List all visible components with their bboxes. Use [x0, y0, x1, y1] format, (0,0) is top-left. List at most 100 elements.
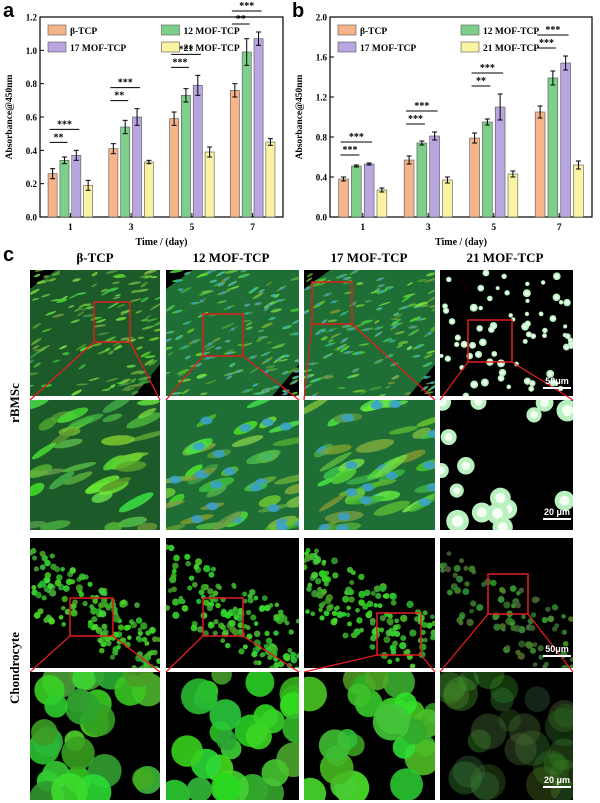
col-title-beta-tcp: β-TCP: [76, 250, 114, 265]
cell-highlight: [505, 291, 509, 295]
bar: [573, 164, 584, 218]
cell-nucleus: [349, 327, 354, 331]
chondrocyte-cell: [446, 551, 452, 556]
micrograph-bmsc-low-col1: [30, 270, 160, 396]
chondrocyte-cell: [467, 729, 491, 753]
chondrocyte-cell: [211, 672, 232, 685]
chondrocyte-cell: [426, 622, 433, 629]
cell-body: [43, 275, 50, 279]
legend-label: 12 MOF-TCP: [483, 27, 539, 37]
chondrocyte-cell: [533, 750, 569, 787]
chondrocyte-cell: [184, 553, 191, 560]
cell-body: [41, 293, 51, 298]
chondrocyte-cell: [137, 637, 143, 643]
chondrocyte-cell: [99, 610, 107, 618]
cell-nucleus: [192, 301, 197, 305]
chondrocyte-cell: [129, 619, 134, 625]
chondrocyte-cell: [459, 558, 465, 564]
cell-body: [245, 326, 253, 330]
cell-body: [32, 322, 42, 329]
chondrocyte-cell: [215, 602, 221, 609]
cell-highlight: [526, 299, 529, 302]
cell-nucleus: [430, 381, 434, 385]
significance-label: ***: [57, 119, 72, 130]
y-tick-label: 0.8: [26, 79, 38, 89]
cell-body: [319, 451, 352, 472]
cell-body: [140, 281, 148, 288]
cell-body: [370, 290, 380, 294]
cell-highlight: [551, 316, 555, 321]
zoom-box: [69, 597, 114, 637]
cell-highlight: [509, 314, 512, 317]
chondrocyte-cell: [453, 565, 461, 572]
cell-body: [126, 412, 160, 429]
chondrocyte-cell: [202, 630, 209, 637]
chondrocyte-cell: [261, 759, 289, 787]
cell-nucleus: [183, 345, 187, 349]
cell-nucleus: [427, 331, 432, 335]
y-tick-label: 0.0: [26, 213, 38, 223]
chondrocyte-cell: [561, 614, 566, 619]
cell-body: [150, 276, 158, 279]
chondrocyte-cell: [379, 585, 387, 592]
chondrocyte-cell: [443, 676, 478, 712]
cell-body: [390, 318, 400, 321]
cell-body: [246, 400, 275, 409]
chondrocyte-cell: [31, 584, 37, 591]
chondrocyte-cell: [196, 598, 202, 605]
cell-body: [374, 454, 408, 479]
chondrocyte-cell: [41, 595, 47, 601]
cell-nucleus: [325, 293, 330, 297]
bar: [192, 85, 203, 218]
chondrocyte-cell: [280, 615, 288, 623]
chondrocyte-cell: [358, 590, 366, 599]
legend-label: 21 MOF-TCP: [184, 44, 240, 54]
cell-body: [49, 471, 75, 490]
cell-nucleus: [228, 372, 232, 376]
legend-label: 17 MOF-TCP: [70, 44, 126, 54]
chondrocyte-cell: [323, 581, 329, 587]
x-tick-label: 1: [360, 223, 365, 233]
cell-body: [166, 305, 175, 312]
chondrocyte-cell: [532, 642, 538, 648]
chondrocyte-cell: [187, 585, 193, 591]
chondrocyte-cell: [490, 579, 497, 587]
cell-body: [240, 342, 253, 347]
chondrocyte-cell: [188, 575, 195, 581]
chondrocyte-cell: [356, 617, 363, 624]
cell-body: [285, 495, 299, 508]
cell-nucleus: [190, 515, 203, 524]
cell-nucleus: [389, 400, 402, 409]
chondrocyte-cell: [105, 605, 111, 611]
chondrocyte-cell: [454, 587, 462, 594]
cell-body: [99, 476, 131, 492]
chondrocyte-cell: [552, 626, 558, 632]
cell-body: [91, 271, 98, 277]
chondrocyte-cell: [385, 629, 393, 637]
cell-highlight: [476, 507, 487, 518]
bar: [253, 38, 264, 218]
chondrocyte-cell: [464, 581, 470, 587]
cell-nucleus: [345, 461, 358, 470]
cell-body: [30, 470, 49, 478]
chondrocyte-cell: [290, 656, 298, 664]
cell-highlight: [492, 508, 503, 520]
cell-nucleus: [292, 380, 296, 384]
cell-body: [84, 303, 92, 307]
cell-nucleus: [346, 350, 351, 354]
chondrocyte-cell: [430, 614, 435, 620]
chondrocyte-cell: [549, 759, 573, 788]
cell-body: [122, 385, 132, 392]
chondrocyte-cell: [452, 755, 485, 788]
chondrocyte-cell: [251, 651, 258, 658]
chondrocyte-cell: [195, 558, 203, 566]
chondrocyte-cell: [373, 603, 378, 608]
cell-body: [76, 311, 85, 317]
cell-body: [116, 382, 124, 385]
chondrocyte-cell: [75, 584, 83, 592]
chondrocyte-cell: [348, 589, 355, 596]
chondrocyte-cell: [232, 609, 239, 616]
chondrocyte-cell: [378, 627, 385, 633]
chondrocyte-cell: [237, 622, 244, 629]
legend-swatch: [337, 41, 357, 53]
